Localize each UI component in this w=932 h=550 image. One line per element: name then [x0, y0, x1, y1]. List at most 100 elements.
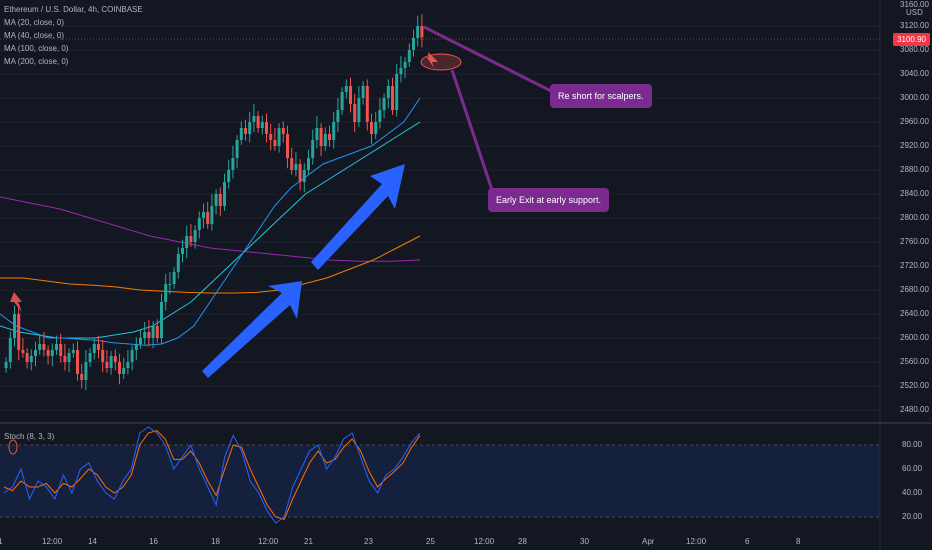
candle-body: [231, 158, 235, 170]
candle-body: [50, 350, 54, 356]
candle-body: [76, 350, 79, 374]
candle-body: [386, 86, 390, 98]
candle-body: [399, 68, 403, 74]
candle-body: [101, 350, 105, 362]
stoch-k-path: [3, 426, 421, 524]
callout-pointer-exit: [450, 69, 494, 191]
candle-body: [143, 332, 147, 338]
price-tick-label: 2640.00: [900, 309, 929, 318]
candle-body: [357, 98, 361, 122]
candle-body: [185, 236, 189, 248]
callout-pointer-short: [423, 25, 554, 94]
candle-body: [340, 92, 344, 110]
stoch-title: Stoch (8, 3, 3): [4, 432, 55, 441]
candle-body: [273, 140, 277, 146]
trend-arrow-up-large: [202, 281, 302, 378]
candle-body: [290, 158, 294, 170]
candle-body: [378, 110, 382, 122]
candle-body: [227, 170, 231, 182]
candle-body: [403, 62, 407, 68]
ma200-path: [0, 196, 421, 262]
candle-body: [407, 50, 411, 62]
stoch-tick-label: 60.00: [902, 464, 923, 473]
time-tick-label: 16: [149, 537, 158, 546]
ma20-path: [0, 97, 421, 346]
time-tick-label: 28: [518, 537, 527, 546]
candle-body: [25, 353, 29, 362]
candle-body: [315, 128, 319, 140]
price-tick-label: 2920.00: [900, 141, 929, 150]
candle-body: [113, 356, 117, 362]
candle-body: [118, 362, 121, 374]
candle-body: [109, 356, 113, 368]
candle-body: [189, 236, 193, 242]
candle-body: [344, 86, 348, 92]
candle-body: [88, 353, 92, 362]
candle-body: [256, 116, 260, 128]
legend-ma40: MA (40, close, 0): [4, 31, 65, 40]
candle-body: [420, 26, 424, 38]
price-tick-label: 2480.00: [900, 405, 929, 414]
price-tick-label: 3120.00: [900, 21, 929, 30]
price-tick-label: 2520.00: [900, 381, 929, 390]
price-axis-top: 3160.00: [900, 0, 929, 9]
price-tick-label: 3040.00: [900, 69, 929, 78]
support-ellipse: [420, 53, 462, 71]
candle-body: [260, 122, 264, 128]
candle-body: [277, 128, 281, 146]
candle-body: [223, 182, 226, 206]
candle-body: [294, 164, 298, 170]
ma40-line: [0, 121, 421, 339]
ma20-line: [0, 97, 421, 346]
candle-body: [302, 170, 306, 182]
time-tick-label: 12:00: [686, 537, 707, 546]
candle-body: [286, 134, 289, 158]
red-down-arrow-icon: [426, 52, 438, 68]
candle-body: [416, 26, 420, 38]
candle-body: [55, 344, 58, 350]
time-tick-label: 14: [88, 537, 97, 546]
stoch-tick-label: 20.00: [902, 512, 923, 521]
candle-body: [67, 353, 71, 362]
candle-body: [34, 350, 37, 356]
time-tick-label: 6: [745, 537, 750, 546]
ma100-path: [0, 235, 421, 294]
candle-body: [38, 344, 42, 350]
price-tick-label: 2880.00: [900, 165, 929, 174]
candle-body: [181, 248, 184, 254]
callout-exit: Early Exit at early support.: [488, 188, 610, 212]
candle-body: [349, 86, 352, 104]
candle-body: [210, 206, 214, 224]
stoch-marker-ellipse: [8, 439, 18, 455]
candle-body: [332, 122, 336, 140]
time-tick-label: 23: [364, 537, 373, 546]
candle-body: [59, 344, 63, 356]
candle-body: [42, 344, 46, 350]
candle-body: [244, 128, 247, 134]
candle-body: [168, 284, 172, 285]
price-tick-label: 2960.00: [900, 117, 929, 126]
price-tick-label: 2760.00: [900, 237, 929, 246]
currency-label: USD: [906, 8, 923, 17]
candle-body: [319, 128, 323, 146]
candle-body: [235, 140, 239, 158]
time-tick-label: Apr: [642, 537, 655, 546]
candle-body: [248, 122, 252, 134]
candle-body: [147, 332, 151, 338]
price-tick-label: 3000.00: [900, 93, 929, 102]
price-tick-label: 2560.00: [900, 357, 929, 366]
time-tick-label: 18: [211, 537, 220, 546]
price-tick-label: 2680.00: [900, 285, 929, 294]
candle-body: [71, 350, 75, 353]
candle-body: [206, 212, 210, 224]
candle-body: [391, 86, 394, 110]
candles: [4, 14, 424, 391]
price-tick-label: 2800.00: [900, 213, 929, 222]
legend-ma20: MA (20, close, 0): [4, 18, 65, 27]
legend-symbol: Ethereum / U.S. Dollar, 4h, COINBASE: [4, 5, 143, 14]
candle-body: [323, 134, 327, 146]
candle-body: [21, 350, 25, 353]
candle-body: [202, 212, 205, 218]
candle-body: [17, 314, 21, 350]
